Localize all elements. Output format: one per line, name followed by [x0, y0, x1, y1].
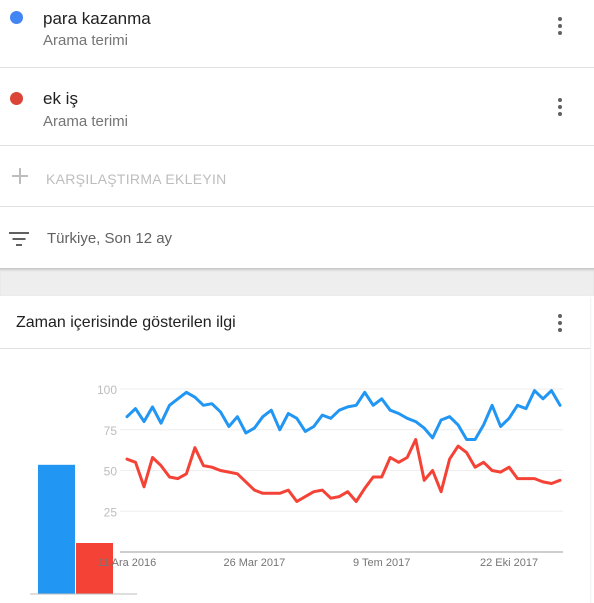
term-color-dot — [10, 11, 23, 24]
y-tick-label: 100 — [97, 383, 117, 397]
explore-terms-card: para kazanma Arama terimi ek iş Arama te… — [0, 0, 594, 268]
search-term-row-1[interactable]: para kazanma Arama terimi — [0, 0, 594, 68]
x-tick-label: 9 Tem 2017 — [353, 557, 410, 569]
interest-over-time-card: Zaman içerisinde gösterilen ilgi 100 75 50… — [0, 296, 590, 603]
y-tick-label: 75 — [104, 424, 118, 438]
term-type: Arama terimi — [43, 32, 129, 49]
more-options-icon[interactable] — [550, 14, 570, 38]
term-name[interactable]: para kazanma — [43, 9, 151, 28]
add-comparison-label: KARŞILAŞTIRMA EKLEYIN — [46, 171, 227, 187]
chart-title: Zaman içerisinde gösterilen ilgi — [16, 314, 236, 331]
x-tick-label: 22 Eki 2017 — [480, 557, 538, 569]
y-tick-label: 25 — [104, 505, 118, 519]
chart-header: Zaman içerisinde gösterilen ilgi — [0, 296, 590, 349]
average-bar-1 — [38, 464, 75, 594]
more-options-icon[interactable] — [550, 95, 570, 119]
series-line-1 — [125, 389, 562, 441]
filter-row[interactable]: Türkiye, Son 12 ay — [0, 207, 594, 267]
average-bar-2 — [76, 543, 113, 594]
search-term-row-2[interactable]: ek iş Arama terimi — [0, 68, 594, 146]
x-tick-label: 11 Ara 2016 — [98, 557, 157, 569]
more-options-icon[interactable] — [550, 311, 570, 335]
section-divider — [0, 268, 594, 296]
add-comparison-button[interactable]: KARŞILAŞTIRMA EKLEYIN — [0, 146, 594, 207]
filter-label: Türkiye, Son 12 ay — [47, 230, 173, 247]
interest-chart: 100 75 50 25 11 Ara 2016 26 Mar 2017 9 Tem 201… — [30, 383, 563, 595]
plus-icon — [12, 168, 28, 184]
x-tick-label: 26 Mar 2017 — [223, 557, 285, 569]
term-type: Arama terimi — [43, 113, 129, 130]
term-name[interactable]: ek iş — [43, 89, 78, 108]
y-tick-label: 50 — [104, 465, 118, 479]
series-line-2 — [125, 438, 562, 503]
filter-icon[interactable] — [9, 232, 29, 246]
term-color-dot — [10, 92, 23, 105]
